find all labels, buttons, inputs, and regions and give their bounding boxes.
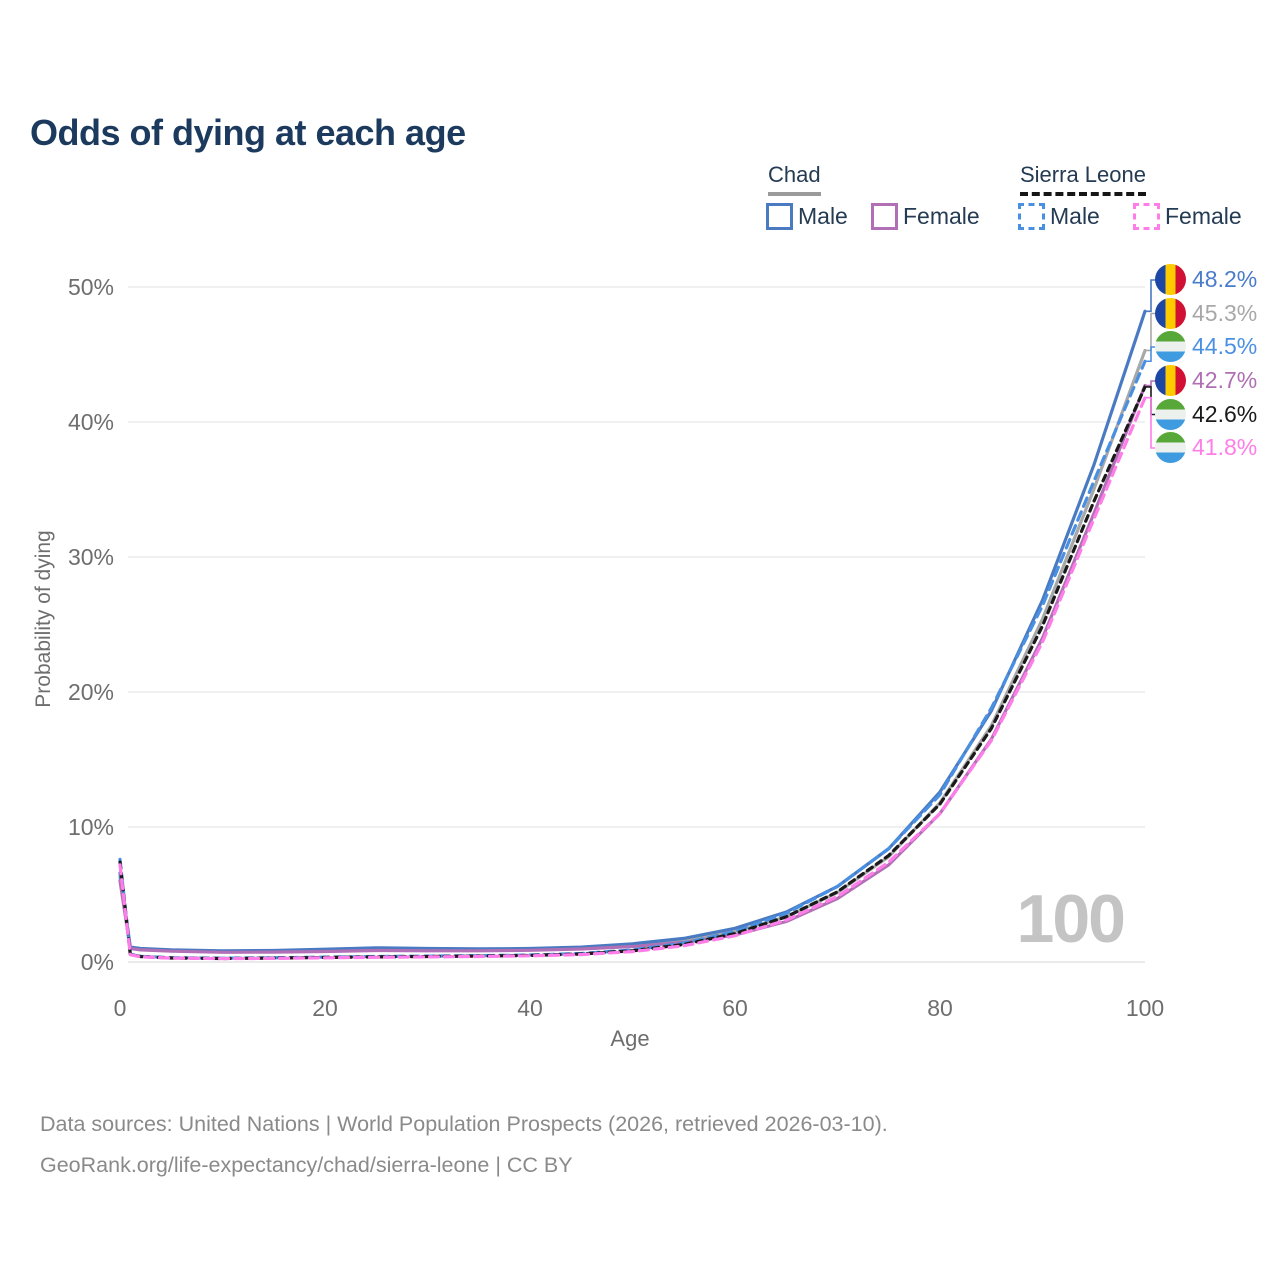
- legend-male-label: Male: [1050, 203, 1100, 229]
- end-value: 44.5%: [1192, 333, 1258, 359]
- end-label-sierra-leone-both: 42.6%: [1155, 399, 1257, 430]
- sierra-leone-male-swatch-icon: [1018, 203, 1045, 230]
- data-sources: Data sources: United Nations | World Pop…: [40, 1104, 888, 1186]
- sierra-leone-flag-icon: [1155, 331, 1186, 362]
- chad-female-swatch-icon: [871, 203, 898, 230]
- end-label-sierra-leone-female: 41.8%: [1155, 432, 1257, 463]
- x-axis-title: Age: [610, 1026, 650, 1051]
- end-value: 48.2%: [1192, 266, 1258, 292]
- chad-flag-icon: [1155, 264, 1186, 295]
- sierra-leone-female-swatch-icon: [1133, 203, 1160, 230]
- x-tick-0: 0: [114, 995, 127, 1021]
- series-line-sl-both[interactable]: [118, 385, 1147, 961]
- x-tick-20: 20: [312, 995, 338, 1021]
- data-sources-line1: Data sources: United Nations | World Pop…: [40, 1112, 888, 1136]
- legend-item-chad-female[interactable]: Female: [871, 203, 980, 230]
- y-axis-title: Probability of dying: [32, 530, 55, 708]
- chart-title: Odds of dying at each age: [30, 112, 466, 154]
- legend-group-chad[interactable]: Chad: [768, 162, 821, 196]
- leader-line-0: [1145, 279, 1156, 313]
- end-value: 45.3%: [1192, 300, 1258, 326]
- age-watermark: 100: [1016, 881, 1126, 957]
- end-label-chad-male: 48.2%: [1155, 264, 1257, 295]
- series-line-sl-female[interactable]: [118, 396, 1147, 961]
- x-tick-80: 80: [927, 995, 953, 1021]
- chad-male-swatch-icon: [766, 203, 793, 230]
- y-tick-20%: 20%: [68, 679, 114, 705]
- end-value: 42.6%: [1192, 401, 1258, 427]
- legend-item-chad-male[interactable]: Male: [766, 203, 848, 230]
- series-line-sl-male[interactable]: [118, 359, 1147, 960]
- data-sources-line2: GeoRank.org/life-expectancy/chad/sierra-…: [40, 1153, 573, 1177]
- legend-item-sierra-leone-male[interactable]: Male: [1018, 203, 1100, 230]
- end-value: 42.7%: [1192, 367, 1258, 393]
- y-tick-10%: 10%: [68, 814, 114, 840]
- leader-line-5: [1145, 396, 1156, 449]
- y-tick-0%: 0%: [81, 949, 114, 975]
- end-label-chad-female: 42.7%: [1155, 365, 1257, 396]
- legend-female-label: Female: [903, 203, 980, 229]
- leader-line-1: [1145, 312, 1156, 352]
- end-value: 41.8%: [1192, 434, 1258, 460]
- legend-group-sierra-leone[interactable]: Sierra Leone: [1020, 162, 1146, 196]
- y-tick-40%: 40%: [68, 409, 114, 435]
- sierra-leone-flag-icon: [1155, 399, 1186, 430]
- series-line-chad-male[interactable]: [118, 309, 1147, 953]
- leader-line-2: [1145, 346, 1156, 363]
- sierra-leone-flag-icon: [1155, 432, 1186, 463]
- legend-item-sierra-leone-female[interactable]: Female: [1133, 203, 1242, 230]
- end-label-chad-both: 45.3%: [1155, 298, 1257, 329]
- x-tick-40: 40: [517, 995, 543, 1021]
- legend-sierra-leone-label: Sierra Leone: [1020, 162, 1146, 187]
- x-tick-100: 100: [1126, 995, 1164, 1021]
- chad-flag-icon: [1155, 365, 1186, 396]
- legend-female-label: Female: [1165, 203, 1242, 229]
- leader-line-3: [1145, 380, 1156, 387]
- y-tick-30%: 30%: [68, 544, 114, 570]
- chad-flag-icon: [1155, 298, 1186, 329]
- legend-male-label: Male: [798, 203, 848, 229]
- end-label-sierra-leone-male: 44.5%: [1155, 331, 1257, 362]
- series-line-chad-female[interactable]: [118, 383, 1147, 954]
- x-tick-60: 60: [722, 995, 748, 1021]
- series-line-chad-both[interactable]: [118, 348, 1147, 954]
- y-tick-50%: 50%: [68, 274, 114, 300]
- legend-chad-label: Chad: [768, 162, 821, 187]
